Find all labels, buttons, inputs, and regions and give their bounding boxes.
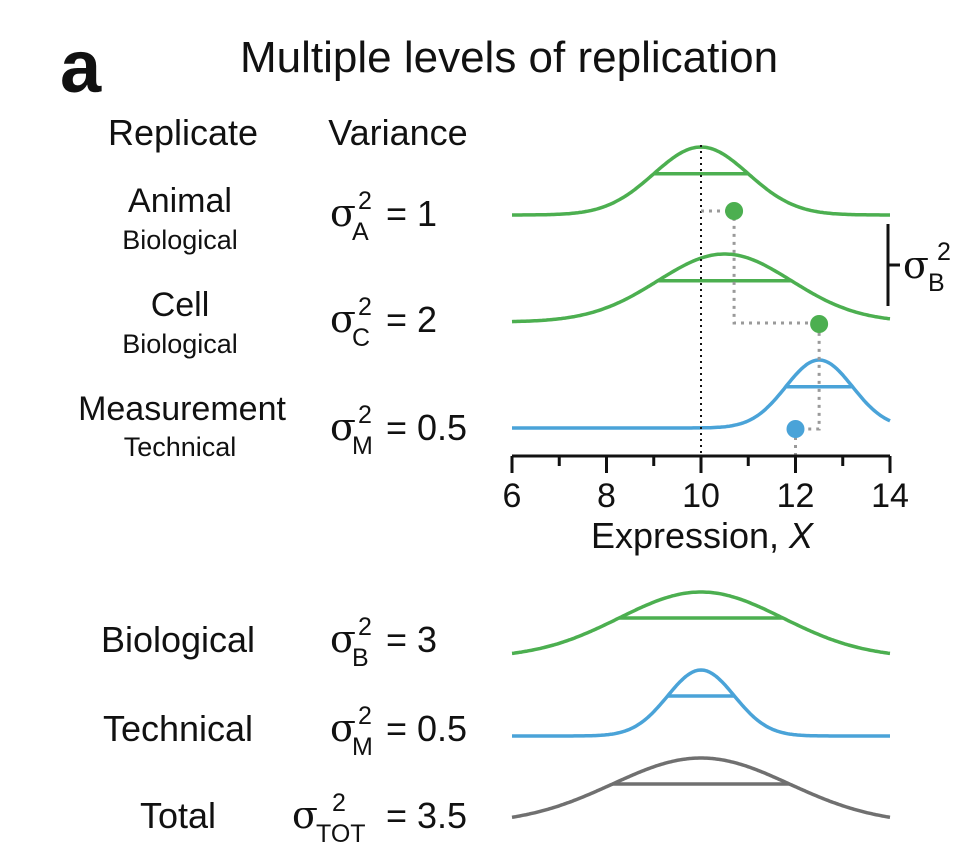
sigma-symbol: σ: [330, 706, 356, 750]
variance-superscript: 2: [332, 789, 346, 817]
variance-value: = 0.5: [386, 708, 467, 749]
sigma-symbol: σ: [330, 297, 356, 341]
measurement-distribution: [512, 358, 891, 430]
cell-sample-dot: [810, 315, 829, 333]
variance-value: = 3: [386, 619, 437, 660]
animal-sample-dot: [725, 202, 744, 220]
sigma-symbol: σ: [903, 243, 929, 287]
variance-subscript: M: [352, 432, 373, 460]
variance-subscript: TOT: [316, 820, 366, 848]
x-axis: 6 8 10 12 14: [503, 454, 909, 515]
row-type-measurement: Technical: [124, 432, 237, 462]
variance-measurement: σ 2 M = 0.5: [330, 401, 467, 460]
variance-animal: σ 2 A = 1: [330, 187, 437, 246]
x-tick-label: 12: [777, 477, 815, 515]
sampling-path: [701, 209, 821, 431]
sigma-symbol: σ: [292, 793, 318, 837]
sigma-symbol: σ: [330, 405, 356, 449]
variance-technical: σ 2 M = 0.5: [330, 702, 467, 761]
panel-label: a: [60, 25, 102, 108]
replicate-header: Replicate: [108, 112, 258, 153]
summary-name-biological: Biological: [101, 619, 255, 660]
row-name-measurement: Measurement: [78, 390, 286, 428]
distribution-curve: [512, 668, 890, 738]
row-type-animal: Biological: [122, 225, 238, 255]
distribution-curves: [511, 145, 891, 820]
variance-value: = 1: [386, 193, 437, 234]
variance-subscript: A: [352, 218, 369, 246]
x-tick-label: 10: [682, 477, 720, 515]
variance-superscript: 2: [358, 187, 372, 215]
summary-name-technical: Technical: [103, 708, 253, 749]
variance-subscript: B: [352, 644, 369, 672]
bracket-superscript: 2: [937, 238, 951, 266]
x-axis-label-text: Expression,: [591, 515, 789, 556]
variance-value: = 2: [386, 299, 437, 340]
biological-distribution: [511, 590, 891, 656]
x-axis-label: Expression, X: [591, 515, 815, 556]
figure-title: Multiple levels of replication: [240, 33, 778, 82]
cell-distribution: [511, 252, 891, 324]
row-name-animal: Animal: [128, 182, 232, 220]
row-type-cell: Biological: [122, 329, 238, 359]
variance-superscript: 2: [358, 613, 372, 641]
distribution-curve: [512, 358, 891, 430]
technical-distribution: [512, 668, 890, 738]
variance-value: = 3.5: [386, 795, 467, 836]
variance-superscript: 2: [358, 702, 372, 730]
sigma-b-bracket: σ 2 B: [886, 224, 951, 306]
variance-superscript: 2: [358, 293, 372, 321]
total-distribution: [511, 756, 891, 820]
x-tick-label: 14: [871, 477, 909, 515]
x-axis-label-variable: X: [788, 515, 815, 556]
measurement-sample-dot: [786, 420, 805, 438]
distribution-curve: [511, 590, 891, 656]
row-name-cell: Cell: [151, 286, 210, 324]
x-tick-label: 6: [503, 477, 522, 515]
variance-value: = 0.5: [386, 407, 467, 448]
variance-subscript: C: [352, 324, 370, 352]
distribution-curve: [511, 252, 891, 324]
variance-biological: σ 2 B = 3: [330, 613, 437, 672]
variance-cell: σ 2 C = 2: [330, 293, 437, 352]
variance-superscript: 2: [358, 401, 372, 429]
bracket-subscript: B: [928, 269, 945, 297]
sigma-symbol: σ: [330, 617, 356, 661]
x-tick-label: 8: [597, 477, 616, 515]
variance-subscript: M: [352, 733, 373, 761]
variance-header: Variance: [328, 112, 467, 153]
summary-name-total: Total: [140, 795, 216, 836]
variance-total: σ 2 TOT = 3.5: [292, 789, 467, 848]
distribution-curve: [511, 756, 891, 820]
sigma-symbol: σ: [330, 191, 356, 235]
